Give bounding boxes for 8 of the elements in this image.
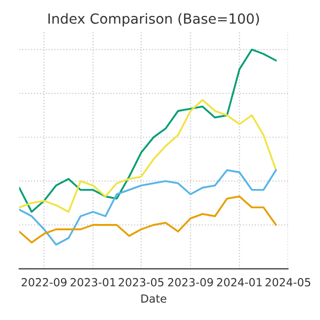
x-tick-label: 2023-05 xyxy=(118,278,164,286)
x-tick-label: 2023-01 xyxy=(70,278,116,286)
x-tick-label: 2023-09 xyxy=(168,278,213,286)
x-axis-title: Date xyxy=(141,294,166,303)
x-tick-label: 2022-09 xyxy=(22,278,67,286)
chart-title: Index Comparison (Base=100) xyxy=(48,13,259,27)
x-tick-label: 2024-01 xyxy=(217,278,262,286)
x-tick-label: 2024-05 xyxy=(266,278,310,286)
